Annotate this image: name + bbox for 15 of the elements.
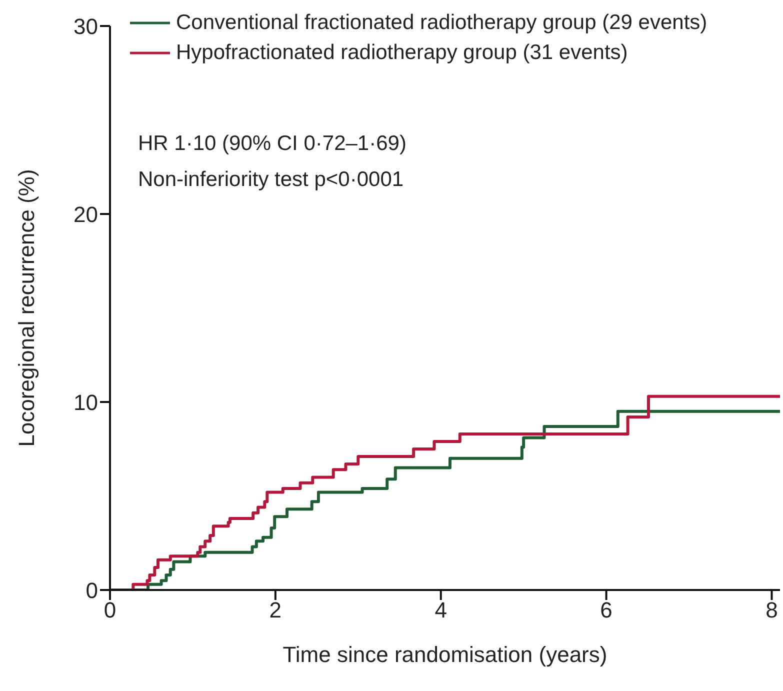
annotation: HR 1·10 (90% CI 0·72–1·69) [138,131,406,157]
x-tick-label: 0 [104,598,116,623]
y-tick-label: 30 [74,14,98,39]
y-tick-label: 10 [74,390,98,415]
x-tick-label: 2 [269,598,282,623]
legend-label: Conventional fractionated radiotherapy group (29 events) [176,10,708,36]
legend-label: Hypofractionated radiotherapy group (31 events) [176,40,628,66]
y-tick-label: 0 [86,578,98,603]
x-tick-label: 4 [434,598,447,623]
x-tick-label: 8 [766,598,778,623]
x-tick-label: 6 [600,598,612,623]
annotation: Non-inferiority test p<0·0001 [138,167,405,193]
y-tick-label: 20 [74,202,98,227]
y-axis-title: Locoregional recurrence (%) [14,169,39,447]
x-axis-title: Time since randomisation (years) [282,642,608,667]
